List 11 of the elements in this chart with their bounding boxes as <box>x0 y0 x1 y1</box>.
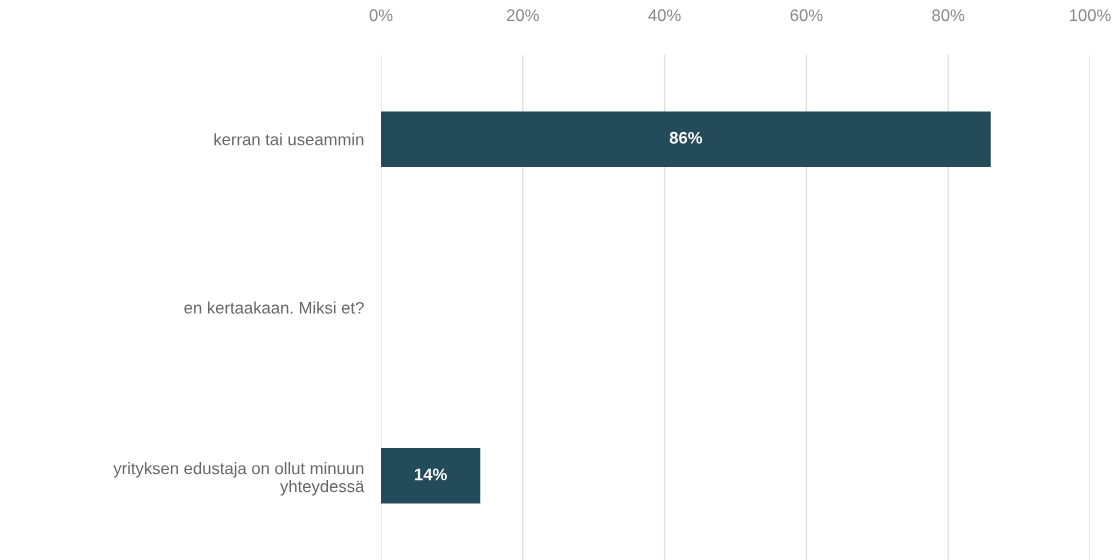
x-tick-label: 40% <box>648 9 681 22</box>
x-tick-label: 100% <box>1069 9 1111 22</box>
y-tick-label: yrityksen edustaja on ollut minuun yhteydessä <box>113 462 365 496</box>
data-label: 86% <box>669 131 703 144</box>
x-tick-label: 60% <box>790 9 823 22</box>
y-tick-label: kerran tai useammin <box>214 133 364 146</box>
y-tick-label: en kertaakaan. Miksi et? <box>184 301 364 314</box>
x-tick-label: 0% <box>369 9 393 22</box>
x-tick-label: 20% <box>506 9 539 22</box>
x-tick-label: 80% <box>932 9 965 22</box>
data-label: 14% <box>415 468 447 481</box>
